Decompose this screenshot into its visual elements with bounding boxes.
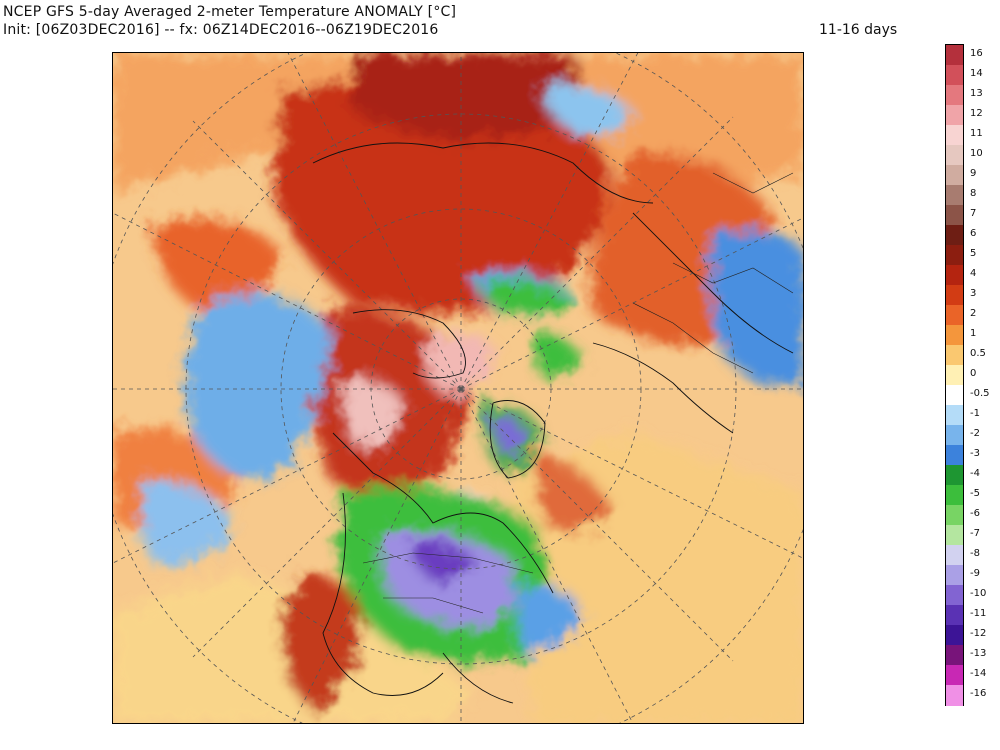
colorbar-label: 13 (970, 88, 983, 99)
siberian-islands-cold (483, 280, 573, 316)
atlantic-coast-cool (513, 586, 583, 653)
colorbar-cell (946, 545, 963, 566)
colorbar-cell (946, 445, 963, 466)
colorbar-cell (946, 605, 963, 626)
canadian-arctic-very-warm (342, 380, 403, 448)
colorbar-cell (946, 345, 963, 366)
colorbar-label: 12 (970, 108, 983, 119)
colorbar-label: -0.5 (970, 388, 990, 399)
colorbar-cell (946, 425, 963, 446)
arctic-ocean-very-warm (425, 333, 498, 393)
colorbar-label: 5 (970, 248, 977, 259)
colorbar-cell (946, 245, 963, 266)
colorbar-label: 0 (970, 368, 977, 379)
colorbar-label: -1 (970, 408, 980, 419)
colorbar-cell (946, 565, 963, 586)
colorbar-label: -6 (970, 508, 980, 519)
arctic-siberia-warm (273, 70, 613, 313)
colorbar-cell (946, 125, 963, 146)
greenland-cold-core (492, 414, 528, 454)
colorbar-cell (946, 525, 963, 546)
colorbar-cell (946, 185, 963, 206)
colorbar-cell (946, 505, 963, 526)
colorbar-label: -7 (970, 528, 980, 539)
north-pacific-cool-2 (139, 481, 233, 565)
colorbar-cell (946, 585, 963, 606)
colorbar-cell (946, 165, 963, 186)
north-pacific-cool (185, 293, 333, 478)
colorbar-cell (946, 85, 963, 106)
colorbar-cell (946, 305, 963, 326)
colorbar-cell (946, 325, 963, 346)
colorbar-cell (946, 465, 963, 486)
colorbar-cell (946, 285, 963, 306)
colorbar-label: 7 (970, 208, 977, 219)
colorbar-cell (946, 625, 963, 646)
kara-sea-cold (533, 333, 583, 377)
colorbar-label: 2 (970, 308, 977, 319)
forecast-range-label: 11-16 days (819, 22, 898, 38)
colorbar-label: -4 (970, 468, 980, 479)
colorbar-cell (946, 365, 963, 386)
western-us-warm (281, 573, 363, 713)
colorbar-label: 3 (970, 288, 977, 299)
colorbar-label: 11 (970, 128, 983, 139)
colorbar-label: -13 (970, 648, 987, 659)
colorbar-cell (946, 225, 963, 246)
colorbar-label: -10 (970, 588, 987, 599)
colorbar-cell (946, 145, 963, 166)
anomaly-map (112, 52, 804, 724)
colorbar-label: -16 (970, 688, 987, 699)
siberia-core-warm (353, 53, 583, 143)
colorbar-cell (946, 105, 963, 126)
colorbar-label: 14 (970, 68, 983, 79)
barents-cool (543, 83, 633, 136)
colorbar-label: -2 (970, 428, 980, 439)
colorbar-label: 16 (970, 48, 983, 59)
labrador-warm (533, 453, 613, 531)
colorbar-label: 10 (970, 148, 983, 159)
colorbar-label: -14 (970, 668, 987, 679)
colorbar-label: -12 (970, 628, 987, 639)
colorbar-cell (946, 405, 963, 426)
colorbar-label: -11 (970, 608, 987, 619)
colorbar-label: -3 (970, 448, 980, 459)
coastlines (312, 142, 794, 704)
colorbar-label: -8 (970, 548, 980, 559)
colorbar-cell (946, 645, 963, 666)
colorbar (945, 44, 964, 706)
colorbar-cell (946, 65, 963, 86)
country-borders (362, 172, 794, 614)
colorbar-cell (946, 685, 963, 706)
colorbar-label: -9 (970, 568, 980, 579)
north-america-core-cold (413, 542, 473, 582)
colorbar-label: -5 (970, 488, 980, 499)
polar-map-svg (113, 53, 803, 723)
colorbar-label: 1 (970, 328, 977, 339)
chart-title: NCEP GFS 5-day Averaged 2-meter Temperat… (3, 4, 457, 20)
colorbar-cell (946, 265, 963, 286)
colorbar-label: 6 (970, 228, 977, 239)
colorbar-label: 9 (970, 168, 977, 179)
colorbar-label: 0.5 (970, 348, 986, 359)
pacific-warm (153, 217, 283, 313)
colorbar-cell (946, 665, 963, 686)
colorbar-label: 4 (970, 268, 977, 279)
graticule (113, 53, 803, 723)
colorbar-cell (946, 485, 963, 506)
colorbar-cell (946, 385, 963, 406)
colorbar-cell (946, 205, 963, 226)
colorbar-label: 8 (970, 188, 977, 199)
eastern-europe-cool (709, 230, 803, 386)
init-forecast-label: Init: [06Z03DEC2016] -- fx: 06Z14DEC2016… (3, 22, 439, 38)
colorbar-cell (946, 45, 963, 66)
